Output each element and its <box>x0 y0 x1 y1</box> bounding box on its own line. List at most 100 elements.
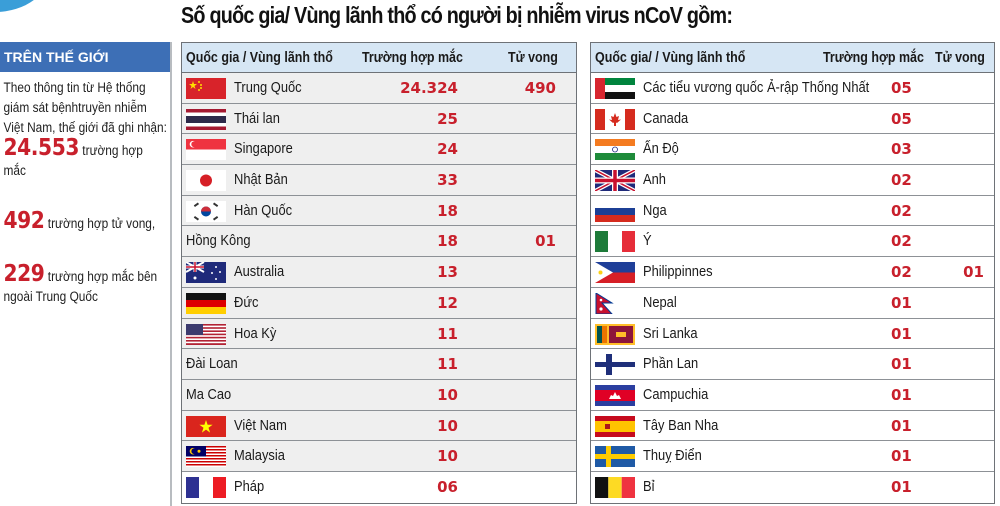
cases-count: 11 <box>437 355 458 374</box>
cases-count: 11 <box>437 324 458 343</box>
country-name: Ý <box>643 232 652 250</box>
philippines-flag-icon <box>595 262 635 284</box>
country-name: Bỉ <box>643 477 655 495</box>
stat-label: trường hợp mắc <box>3 143 143 178</box>
cambodia-flag-icon <box>595 384 635 406</box>
country-name: Hoa Kỳ <box>234 324 277 342</box>
stat-deaths: 492 trường hợp tử vong, <box>3 208 169 234</box>
country-name: Anh <box>643 171 666 189</box>
vietnam-flag-icon <box>186 415 226 437</box>
france-flag-icon <box>186 476 226 498</box>
col-header-cases: Trường hợp mắc <box>362 49 463 66</box>
table-row: Pháp 06 <box>182 471 576 503</box>
cases-count: 02 <box>891 232 912 251</box>
cases-count: 02 <box>891 201 912 220</box>
cases-count: 03 <box>891 140 912 159</box>
country-name: Việt Nam <box>234 416 287 434</box>
stat-value: 24.553 <box>3 135 80 161</box>
cases-count: 01 <box>891 385 912 404</box>
country-name: Canada <box>643 109 689 127</box>
cases-count: 24.324 <box>400 79 458 97</box>
cases-count: 33 <box>437 171 458 190</box>
table-row: Thuỵ Điển 01 <box>591 441 994 472</box>
india-flag-icon <box>595 139 635 161</box>
country-name: Phần Lan <box>643 355 699 373</box>
countries-table-right: Quốc gia/ / Vùng lãnh thổ Trường hợp mắc… <box>590 42 995 504</box>
country-name: Nhật Bản <box>234 171 288 189</box>
stat-value: 229 <box>3 261 45 287</box>
col-header-deaths: Tử vong <box>508 49 558 66</box>
stat-cases-outside-china: 229 trường hợp mắc bên ngoài Trung Quốc <box>3 261 169 307</box>
spain-flag-icon <box>595 415 635 437</box>
country-name: Philippinnes <box>643 263 713 281</box>
cases-count: 05 <box>891 79 912 97</box>
country-name: Thuỵ Điển <box>643 447 702 465</box>
table-row: Bỉ 01 <box>591 471 994 503</box>
table-row: Hàn Quốc 18 <box>182 195 576 227</box>
cases-count: 18 <box>437 201 458 220</box>
cases-count: 01 <box>891 293 912 312</box>
cases-count: 10 <box>437 447 458 466</box>
table-row: Đài Loan 11 <box>182 349 576 380</box>
country-name: Tây Ban Nha <box>643 416 719 434</box>
world-summary-panel: TRÊN THẾ GIỚI Theo thông tin từ Hệ thống… <box>0 42 172 506</box>
table-row: Ma Cao 10 <box>182 379 576 411</box>
table-row: Campuchia 01 <box>591 379 994 411</box>
cases-count: 02 <box>891 171 912 190</box>
panel-header: TRÊN THẾ GIỚI <box>0 42 170 72</box>
table-row: Trung Quốc 24.324 490 <box>182 73 576 104</box>
table-header: Quốc gia/ / Vùng lãnh thổ Trường hợp mắc… <box>591 43 994 73</box>
table-row: Ý 02 <box>591 226 994 258</box>
country-name: Australia <box>234 263 285 281</box>
table-row: Phần Lan 01 <box>591 349 994 380</box>
col-header-cases: Trường hợp mắc <box>823 49 924 66</box>
stat-value: 492 <box>3 208 45 234</box>
cases-count: 10 <box>437 416 458 435</box>
japan-flag-icon <box>186 170 226 192</box>
australia-flag-icon <box>186 262 226 284</box>
cases-count: 12 <box>437 293 458 312</box>
uae-flag-icon <box>595 78 635 99</box>
cases-count: 01 <box>891 416 912 435</box>
table-row: Anh 02 <box>591 165 994 196</box>
table-row: Thái lan 25 <box>182 103 576 135</box>
table-header: Quốc gia / Vùng lãnh thổ Trường hợp mắc … <box>182 43 576 73</box>
canada-flag-icon <box>595 108 635 130</box>
table-row: Sri Lanka 01 <box>591 318 994 350</box>
col-header-country: Quốc gia/ / Vùng lãnh thổ <box>595 49 746 66</box>
table-row: Tây Ban Nha 01 <box>591 410 994 442</box>
italy-flag-icon <box>595 231 635 253</box>
table-row: Các tiểu vương quốc Ả-rập Thống Nhất 05 <box>591 73 994 104</box>
country-name: Campuchia <box>643 385 709 403</box>
south-korea-flag-icon <box>186 200 226 222</box>
stat-label: trường hợp tử vong, <box>47 216 156 231</box>
malaysia-flag-icon <box>186 446 226 468</box>
country-name: Pháp <box>234 477 265 495</box>
country-name: Singapore <box>234 140 293 158</box>
country-name: Hàn Quốc <box>234 201 293 219</box>
table-row: Philippinnes 02 01 <box>591 257 994 288</box>
table-row: Nga 02 <box>591 195 994 227</box>
cases-count: 06 <box>437 477 458 496</box>
nepal-flag-icon <box>595 292 635 314</box>
decorative-corner-arc <box>0 0 50 12</box>
cases-count: 02 <box>891 263 912 282</box>
country-name: Hồng Kông <box>186 232 251 250</box>
cases-count: 01 <box>891 355 912 374</box>
country-name: Sri Lanka <box>643 324 698 342</box>
country-name: Trung Quốc <box>234 79 302 96</box>
table-row: Singapore 24 <box>182 134 576 166</box>
col-header-deaths: Tử vong <box>935 49 985 66</box>
table-row: Canada 05 <box>591 103 994 135</box>
sri-lanka-flag-icon <box>595 323 635 345</box>
countries-table-left: Quốc gia / Vùng lãnh thổ Trường hợp mắc … <box>181 42 577 504</box>
country-name: Thái lan <box>234 109 280 127</box>
deaths-count: 01 <box>535 232 556 251</box>
belgium-flag-icon <box>595 476 635 498</box>
country-name: Ấn Độ <box>643 140 679 158</box>
table-row: Ấn Độ 03 <box>591 134 994 166</box>
germany-flag-icon <box>186 292 226 314</box>
singapore-flag-icon <box>186 139 226 161</box>
country-name: Đức <box>234 293 259 311</box>
country-name: Malaysia <box>234 447 285 465</box>
